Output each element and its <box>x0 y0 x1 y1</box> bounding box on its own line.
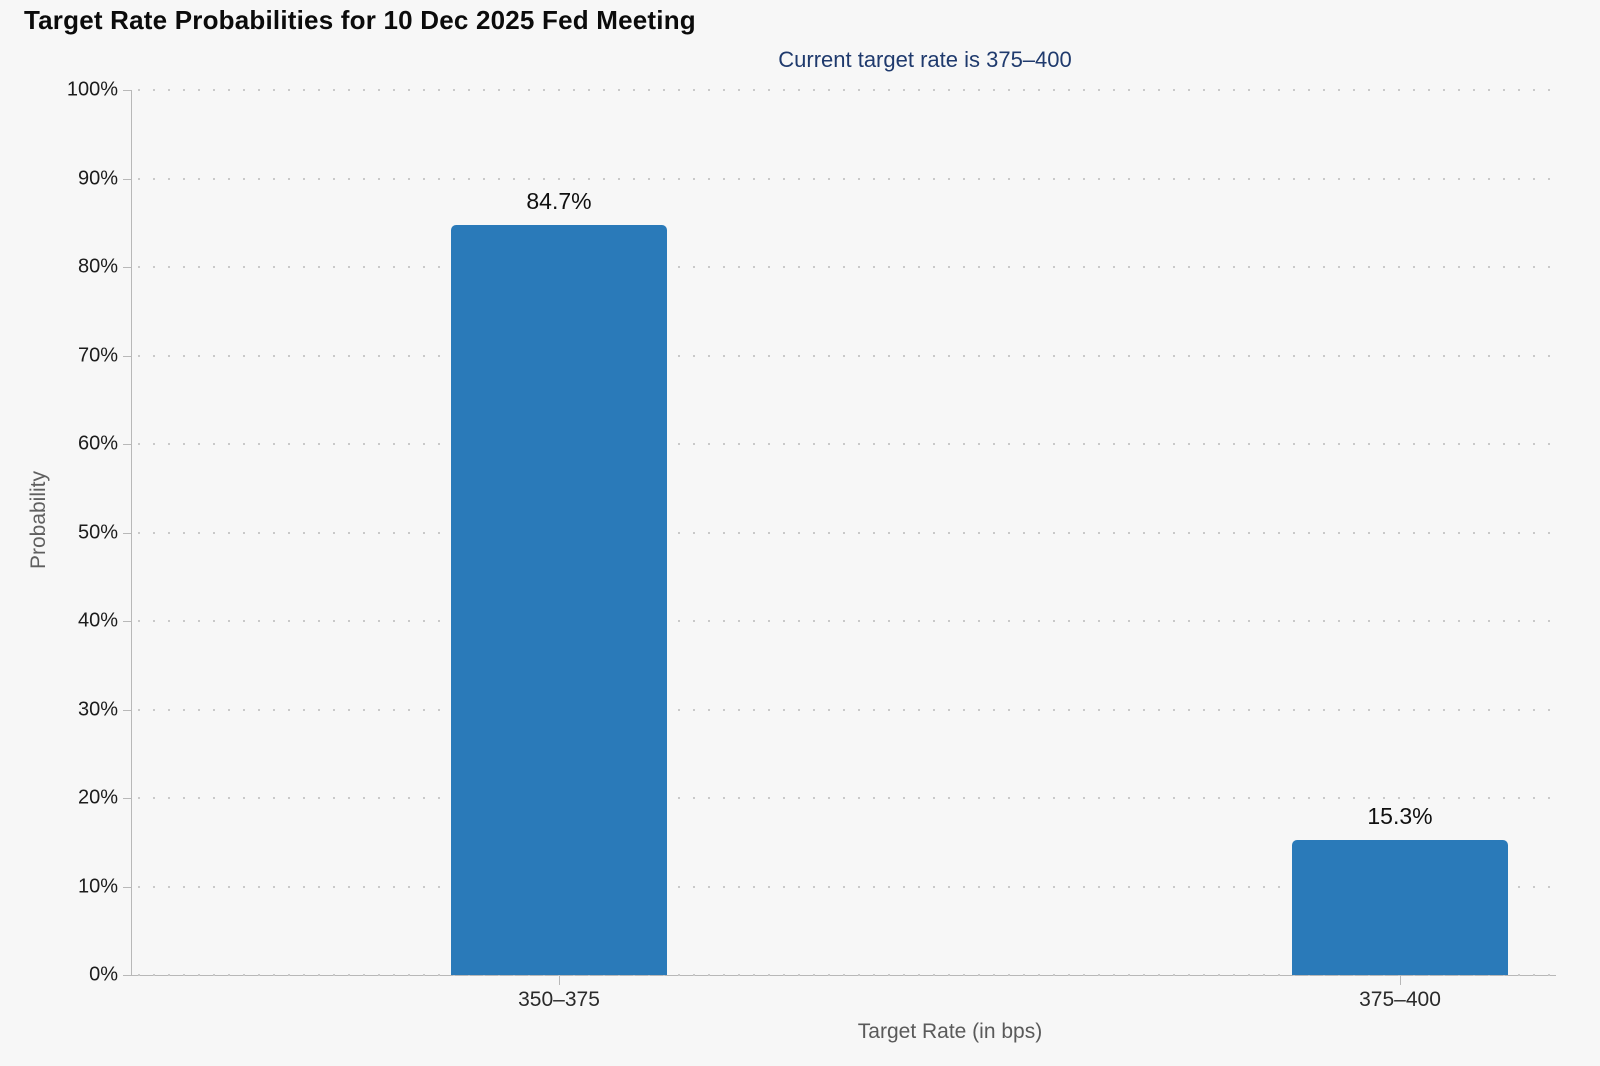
y-tick-mark <box>123 798 131 799</box>
x-tick-mark <box>1400 976 1401 985</box>
y-tick-mark <box>123 178 131 180</box>
gridline-40% <box>138 620 1556 622</box>
y-tick-label-0%: 0% <box>89 963 118 986</box>
y-tick-mark <box>123 975 131 976</box>
gridline-70% <box>138 354 1556 357</box>
bar-350–375[interactable] <box>451 225 667 975</box>
y-tick-label-80%: 80% <box>77 255 118 278</box>
y-tick-label-20%: 20% <box>77 786 118 809</box>
x-axis-title: Target Rate (in bps) <box>857 1020 1043 1043</box>
x-tick-mark <box>559 976 560 985</box>
gridline-100% <box>138 89 1556 91</box>
gridline-30% <box>138 708 1556 711</box>
bar-value-label-350–375: 84.7% <box>526 188 592 214</box>
y-tick-label-90%: 90% <box>77 167 118 189</box>
chart-subtitle: Current target rate is 375–400 <box>778 47 1072 72</box>
y-tick-label-60%: 60% <box>77 432 118 455</box>
y-tick-mark <box>123 267 131 268</box>
plot-area: 0% 10% 20% 30% 40% 50% 60% 70% 80% 90% 100% 84.7% 35… <box>67 79 1556 1011</box>
y-axis-title: Probability <box>27 470 50 570</box>
y-tick-label-70%: 70% <box>77 344 118 366</box>
y-tick-mark <box>123 444 131 445</box>
y-tick-label-40%: 40% <box>77 609 118 632</box>
y-tick-label-10%: 10% <box>77 875 118 897</box>
y-tick-mark <box>123 621 131 622</box>
y-tick-label-50%: 50% <box>77 521 118 543</box>
x-tick-label-375–400: 375–400 <box>1359 988 1441 1011</box>
chart-title: Target Rate Probabilities for 10 Dec 202… <box>24 5 696 35</box>
gridline-60% <box>138 443 1556 445</box>
y-tick-mark <box>123 886 131 888</box>
y-tick-mark <box>123 90 131 91</box>
gridline-50% <box>138 531 1556 534</box>
gridline-90% <box>138 177 1556 180</box>
y-tick-label-100%: 100% <box>66 78 118 101</box>
gridline-20% <box>138 797 1556 799</box>
y-tick-mark <box>123 709 131 711</box>
gridline-80% <box>138 266 1556 268</box>
y-tick-label-30%: 30% <box>77 698 118 720</box>
y-tick-mark <box>123 532 131 534</box>
y-tick-mark <box>123 355 131 357</box>
bar-value-label-375–400: 15.3% <box>1367 803 1433 829</box>
bar-375–400[interactable] <box>1292 840 1508 975</box>
x-tick-label-350–375: 350–375 <box>518 988 600 1011</box>
